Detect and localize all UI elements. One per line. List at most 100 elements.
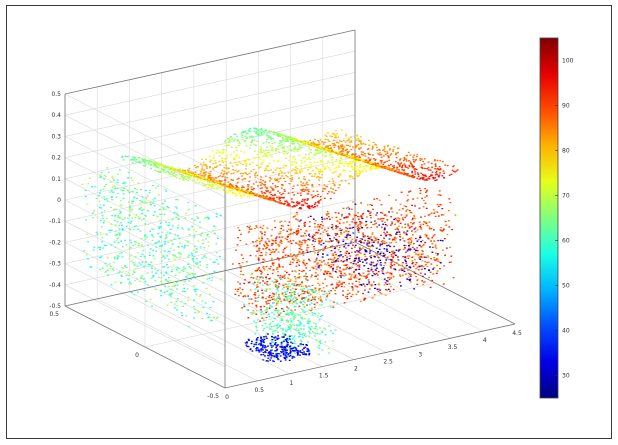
point	[214, 177, 217, 179]
point	[260, 270, 262, 272]
point	[369, 212, 371, 214]
point	[300, 235, 303, 237]
point	[435, 259, 438, 261]
point	[414, 168, 416, 170]
point	[320, 269, 322, 271]
point	[283, 203, 286, 206]
point	[196, 176, 199, 178]
point	[364, 143, 367, 145]
point	[366, 204, 369, 206]
point	[358, 259, 360, 261]
point	[396, 166, 399, 168]
point	[242, 189, 245, 192]
point	[350, 166, 353, 168]
point	[229, 161, 232, 164]
point	[172, 174, 175, 177]
point	[261, 151, 264, 154]
point	[319, 160, 322, 162]
point	[375, 144, 378, 146]
point	[399, 281, 401, 283]
point	[304, 144, 307, 146]
point	[264, 186, 267, 188]
point	[358, 140, 361, 142]
point	[216, 182, 219, 184]
point	[267, 244, 269, 247]
point	[337, 266, 339, 268]
point	[296, 167, 299, 170]
point	[312, 196, 315, 198]
point	[287, 204, 290, 206]
point	[418, 221, 421, 223]
z-tick-label: -0.1	[49, 218, 61, 225]
point	[333, 134, 336, 136]
point	[155, 162, 158, 164]
point	[252, 136, 255, 138]
point	[260, 236, 263, 238]
point	[301, 290, 304, 292]
point	[214, 166, 216, 168]
point	[412, 166, 415, 168]
point	[159, 171, 162, 173]
point	[250, 188, 253, 190]
point	[265, 242, 268, 245]
point	[322, 231, 325, 233]
point	[253, 293, 256, 296]
point	[270, 235, 273, 237]
point	[359, 247, 361, 250]
point	[416, 197, 419, 199]
point	[246, 132, 249, 134]
point	[424, 215, 426, 217]
point	[224, 145, 227, 147]
point	[158, 171, 160, 173]
point	[408, 255, 411, 257]
point	[419, 235, 422, 237]
point	[409, 175, 411, 177]
point	[360, 143, 363, 145]
point	[155, 166, 158, 168]
point	[352, 260, 355, 262]
point	[368, 240, 371, 242]
point	[443, 238, 446, 240]
point	[318, 152, 321, 154]
point	[343, 165, 345, 167]
point	[338, 229, 341, 231]
point	[295, 204, 298, 206]
point	[440, 214, 443, 216]
point	[311, 243, 314, 246]
point	[424, 264, 427, 266]
point	[431, 171, 434, 173]
point	[261, 129, 264, 131]
point	[328, 151, 331, 153]
point	[354, 255, 357, 257]
point	[328, 275, 331, 278]
point	[228, 140, 231, 142]
point	[321, 154, 324, 156]
point	[326, 148, 329, 150]
point	[308, 147, 310, 149]
point	[368, 245, 371, 248]
point	[195, 176, 198, 178]
point	[306, 249, 308, 251]
point	[301, 190, 304, 192]
point	[321, 221, 324, 223]
point	[340, 129, 343, 131]
point	[288, 159, 291, 161]
z-tick-label: -0.4	[49, 282, 61, 289]
point	[242, 194, 245, 196]
point	[209, 178, 212, 180]
point	[365, 275, 368, 277]
point	[279, 144, 282, 146]
point	[397, 162, 399, 164]
point	[339, 145, 342, 147]
point	[353, 168, 356, 170]
point	[425, 236, 428, 238]
point	[426, 262, 429, 264]
point	[370, 285, 373, 287]
point	[383, 145, 386, 148]
point	[282, 251, 285, 253]
point	[264, 184, 266, 186]
point	[360, 252, 362, 254]
point	[254, 300, 257, 302]
point	[332, 180, 335, 182]
point	[314, 261, 317, 263]
